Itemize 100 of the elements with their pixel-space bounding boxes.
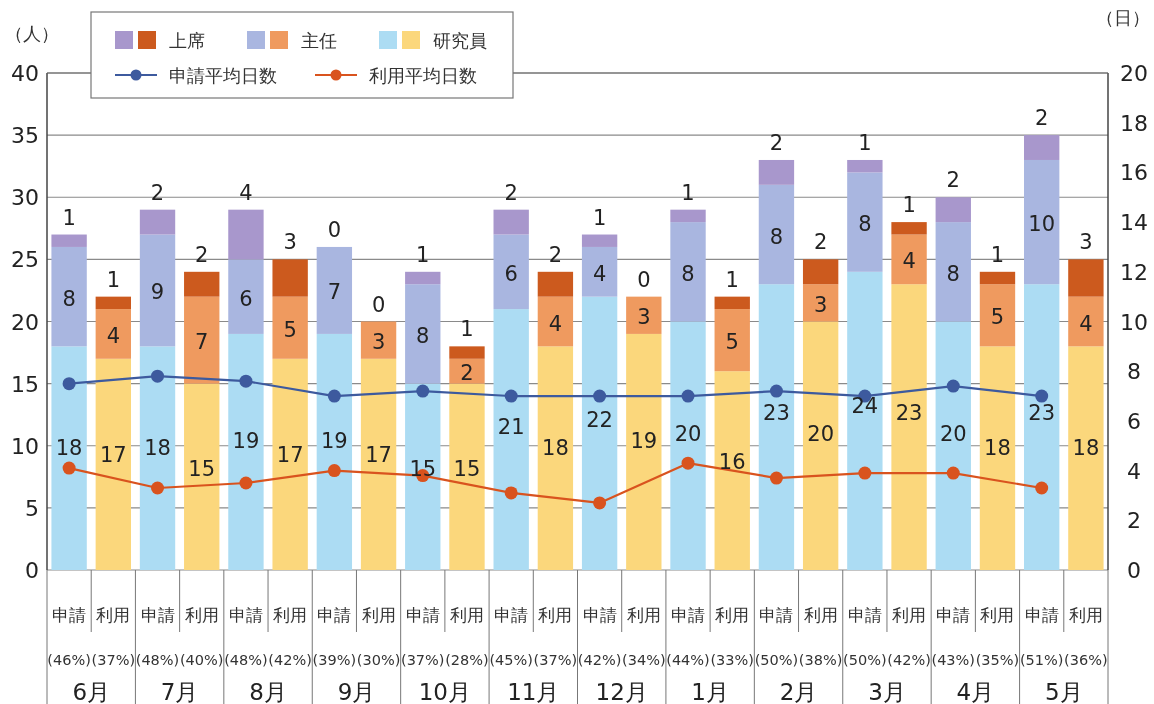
y2-tick-label: 0	[1127, 558, 1141, 583]
data-label: 4	[1079, 311, 1093, 336]
data-label: 22	[586, 407, 613, 432]
bar	[626, 296, 662, 334]
point	[62, 461, 76, 475]
point	[858, 466, 872, 480]
legend-label: 上席	[169, 30, 205, 51]
data-label: 3	[371, 330, 386, 355]
data-label: 2	[150, 180, 165, 205]
data-label: 2	[548, 242, 563, 267]
bar	[95, 358, 131, 570]
point	[1035, 481, 1049, 495]
data-label: 5	[283, 317, 297, 342]
category-label: 申請 (44%)	[666, 605, 710, 668]
point	[239, 476, 253, 490]
bar	[139, 346, 176, 570]
data-label: 18	[542, 435, 569, 460]
bar	[493, 234, 529, 310]
data-label: 19	[232, 428, 260, 453]
bar	[1068, 259, 1104, 297]
bar	[802, 321, 839, 570]
bar	[979, 271, 1016, 285]
data-label: 1	[416, 242, 430, 267]
category-label: 申請 (45%)	[489, 605, 533, 668]
text: 7月	[160, 679, 199, 704]
data-label: 2	[504, 180, 518, 205]
bar	[670, 222, 706, 322]
bar	[1024, 284, 1060, 570]
point	[681, 389, 695, 403]
data-label: 1	[592, 205, 607, 230]
bar	[979, 284, 1016, 347]
bar	[184, 271, 220, 297]
category-label: 申請 (43%)	[931, 605, 976, 668]
bar	[51, 234, 87, 247]
data-label: 8	[858, 212, 872, 237]
bar	[714, 296, 750, 310]
bar	[316, 246, 353, 334]
point	[769, 471, 783, 485]
data-label: 18	[144, 435, 171, 460]
bar	[935, 222, 971, 322]
data-label: 5	[725, 330, 739, 355]
data-label: 0	[371, 292, 386, 317]
bar	[51, 346, 87, 570]
bar	[979, 346, 1016, 570]
data-label: 16	[718, 449, 746, 474]
y2-tick-label: 16	[1120, 160, 1148, 186]
bar	[891, 222, 927, 235]
bar	[537, 296, 574, 347]
bar	[95, 309, 131, 359]
bar	[758, 184, 795, 285]
bar	[935, 197, 971, 223]
bar	[51, 246, 87, 347]
point	[239, 374, 253, 388]
bar	[449, 346, 485, 359]
point	[151, 481, 165, 495]
data-label: 4	[239, 180, 253, 205]
y2-tick-label: 6	[1127, 408, 1141, 434]
data-label: 2	[1035, 106, 1049, 131]
data-label: 6	[504, 261, 518, 286]
text: 9月	[337, 679, 376, 704]
y2-tick-label: 18	[1120, 110, 1148, 136]
data-label: 18	[55, 435, 83, 460]
data-label: 1	[858, 130, 872, 155]
data-label: 5	[990, 305, 1005, 330]
category-label: 利用 (34%)	[622, 605, 666, 668]
y-tick-label: 25	[11, 247, 39, 273]
point	[681, 456, 695, 470]
category-label: 利用 (37%)	[533, 605, 578, 668]
bar	[537, 271, 574, 297]
bar	[493, 209, 529, 235]
category-label: 利用 (30%)	[356, 605, 401, 668]
text: 10月	[418, 679, 472, 704]
data-label: 9	[150, 280, 165, 305]
category-label: 申請 (42%)	[577, 605, 622, 668]
data-label: 2	[946, 168, 960, 193]
data-label: 8	[769, 224, 784, 249]
category-label: 申請 (51%)	[1019, 605, 1064, 668]
data-label: 8	[681, 261, 695, 286]
legend-label: 申請平均日数	[169, 65, 277, 86]
point	[769, 384, 783, 398]
bar	[405, 284, 441, 384]
category-label: 利用 (35%)	[975, 605, 1020, 668]
y-tick-label: 5	[25, 495, 39, 521]
text: 8月	[249, 679, 287, 704]
category-label: 利用 (42%)	[887, 605, 931, 668]
point	[151, 369, 165, 383]
legend-label: 研究員	[433, 30, 487, 51]
point	[593, 496, 607, 510]
legend-label: 利用平均日数	[369, 65, 477, 86]
category-label: 申請 (50%)	[843, 605, 887, 668]
bar	[228, 333, 264, 570]
y2-tick-label: 14	[1120, 210, 1148, 236]
data-label: 7	[327, 280, 342, 305]
category-label: 申請 (48%)	[135, 605, 180, 668]
bar	[714, 371, 750, 570]
bar	[670, 209, 706, 223]
data-label: 24	[851, 394, 879, 419]
bar	[758, 159, 795, 185]
category-label: 申請 (48%)	[224, 605, 268, 668]
y-tick-label: 15	[11, 371, 39, 397]
